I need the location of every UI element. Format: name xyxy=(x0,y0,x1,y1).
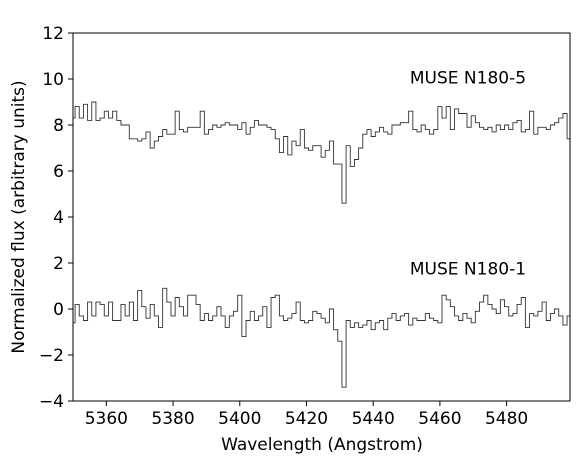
annotation-muse-n180-1: MUSE N180-1 xyxy=(410,260,526,280)
y-tick-label: 12 xyxy=(42,24,64,44)
x-tick-label: 5360 xyxy=(85,409,128,429)
x-tick-label: 5460 xyxy=(418,409,461,429)
annotation-muse-n180-5: MUSE N180-5 xyxy=(410,69,526,89)
series-line-2 xyxy=(73,287,570,388)
y-tick-label: 4 xyxy=(53,208,64,228)
x-tick-label: 5440 xyxy=(352,409,395,429)
x-axis-label: Wavelength (Angstrom) xyxy=(221,435,423,455)
y-tick-label: −2 xyxy=(39,346,64,366)
y-tick-label: 8 xyxy=(53,116,64,136)
y-tick-label: 6 xyxy=(53,162,64,182)
x-tick-label: 5420 xyxy=(285,409,328,429)
series-line-1 xyxy=(73,101,570,204)
y-tick-label: 2 xyxy=(53,254,64,274)
x-tick-label: 5480 xyxy=(485,409,528,429)
x-tick-label: 5380 xyxy=(151,409,194,429)
x-tick-label: 5400 xyxy=(218,409,261,429)
axis-ticks: 5360 5380 5400 5420 5440 5460 5480 −4 −2 0 2 4 6 8 10 1… xyxy=(39,24,528,429)
y-tick-label: 10 xyxy=(42,70,64,90)
y-tick-label: −4 xyxy=(39,392,64,412)
y-axis-label: Normalized flux (arbitrary units) xyxy=(9,80,29,353)
y-tick-label: 0 xyxy=(53,300,64,320)
